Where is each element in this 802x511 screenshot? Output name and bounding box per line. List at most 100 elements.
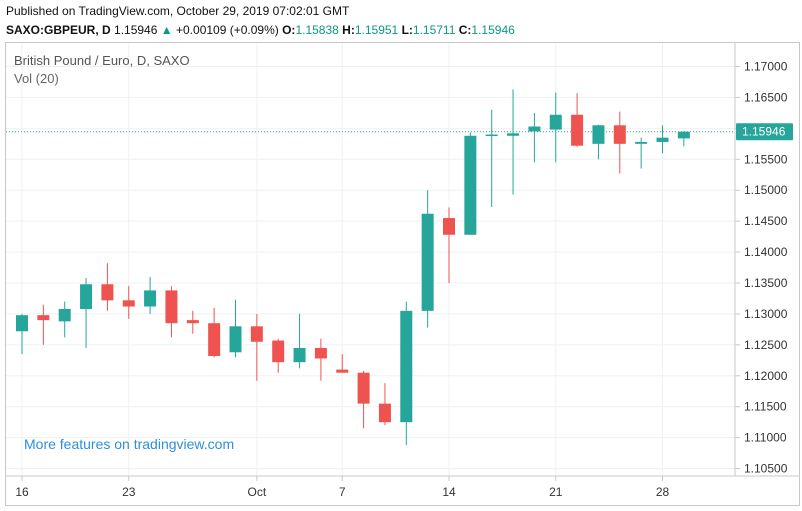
candle-body <box>613 125 626 144</box>
candle-down <box>186 310 199 334</box>
candle-body <box>485 134 498 137</box>
candle-up <box>507 89 520 195</box>
candle-body <box>549 114 562 130</box>
candle-up <box>485 109 498 207</box>
candle-body <box>507 133 520 136</box>
candle-down <box>208 307 221 358</box>
candle-down <box>314 338 327 381</box>
candle-up <box>677 131 690 147</box>
candle-down <box>272 338 285 373</box>
time-tick-label: Oct <box>248 485 267 499</box>
candle-down <box>378 383 391 426</box>
price-tick-label: 1.11500 <box>744 400 787 414</box>
close-label: C: <box>458 23 472 37</box>
candle-up <box>528 112 541 163</box>
time-tick-label: 23 <box>122 485 136 499</box>
up-arrow-icon: ▲ <box>160 23 173 37</box>
candle-up <box>229 299 242 358</box>
candle-body <box>80 284 93 309</box>
published-caption: Published on TradingView.com, October 29… <box>6 4 350 18</box>
time-axis[interactable]: 16 23 Oct 7 14 21 28 <box>15 476 669 499</box>
candle-up <box>549 92 562 163</box>
price-tick-label: 1.11000 <box>744 431 787 445</box>
high-value: 1.15951 <box>354 23 399 37</box>
candle-up <box>656 125 669 154</box>
time-tick-label: 7 <box>339 485 346 499</box>
chart-frame[interactable] <box>5 42 800 506</box>
candle-down <box>336 354 349 373</box>
close-value: 1.15946 <box>471 23 515 37</box>
open-label: O: <box>282 23 296 37</box>
candle-body <box>16 315 28 332</box>
candle-down <box>37 304 50 345</box>
candle-body <box>229 326 242 353</box>
time-tick-label: 28 <box>656 485 670 499</box>
last-price-marker-label: 1.15946 <box>742 125 786 139</box>
low-value: 1.15711 <box>412 23 456 37</box>
chart-legend-volume: Vol (20) <box>14 71 59 86</box>
candle-body <box>101 284 114 301</box>
price-tick-label: 1.12000 <box>744 369 788 383</box>
candle-body <box>656 137 669 142</box>
candles <box>16 89 690 446</box>
candle-up <box>293 313 306 369</box>
candle-body <box>378 403 391 423</box>
candle-body <box>314 347 327 359</box>
candle-down <box>101 263 114 311</box>
price-tick-label: 1.12500 <box>744 338 788 352</box>
time-tick-label: 21 <box>549 485 563 499</box>
candle-up <box>80 278 93 348</box>
candle-down <box>357 370 370 429</box>
candle-body <box>571 114 584 146</box>
candle-body <box>357 372 370 404</box>
candle-up <box>16 313 28 355</box>
candle-up <box>592 124 605 160</box>
ohlc-header: SAXO:GBPEUR, D 1.15946 ▲ +0.00109 (+0.09… <box>6 23 515 37</box>
chart-legend-title: British Pound / Euro, D, SAXO <box>14 53 190 68</box>
candle-up <box>144 276 157 314</box>
promo-link[interactable]: More features on tradingview.com <box>24 436 234 452</box>
candle-body <box>144 290 157 307</box>
candle-down <box>122 286 135 319</box>
candle-body <box>421 213 434 311</box>
price-tick-label: 1.13500 <box>744 276 788 290</box>
price-axis[interactable]: 1.170001.165001.160001.155001.150001.145… <box>735 60 788 476</box>
candle-up <box>400 301 413 446</box>
candle-down <box>571 93 584 147</box>
candle-body <box>635 141 648 144</box>
candle-body <box>250 326 263 342</box>
candle-down <box>443 207 455 284</box>
time-tick-label: 16 <box>15 485 29 499</box>
candle-body <box>58 308 71 322</box>
price-tick-label: 1.13000 <box>744 307 788 321</box>
candle-body <box>186 320 199 324</box>
candle-up <box>635 137 648 169</box>
high-label: H: <box>342 23 355 37</box>
price-tick-label: 1.10500 <box>744 462 788 476</box>
candle-body <box>37 315 50 321</box>
candle-body <box>464 135 477 235</box>
candle-body <box>272 340 285 363</box>
candle-body <box>165 290 178 324</box>
candle-body <box>293 347 306 363</box>
candle-down <box>613 111 626 174</box>
price-change: +0.00109 (+0.09%) <box>176 23 279 37</box>
price-tick-label: 1.15000 <box>744 183 788 197</box>
last-price: 1.15946 <box>114 23 158 37</box>
last-price-marker <box>736 123 793 141</box>
candle-down <box>250 313 263 381</box>
candle-body <box>208 323 221 356</box>
time-tick-label: 14 <box>442 485 456 499</box>
candle-body <box>528 126 541 132</box>
price-tick-label: 1.17000 <box>744 60 788 74</box>
symbol-label: SAXO:GBPEUR, D <box>6 23 111 37</box>
candle-body <box>122 300 135 307</box>
price-tick-label: 1.15500 <box>744 152 788 166</box>
candle-body <box>400 310 413 423</box>
open-value: 1.15838 <box>295 23 339 37</box>
candle-down <box>165 286 178 338</box>
candle-up <box>464 132 477 235</box>
low-label: L: <box>401 23 413 37</box>
price-tick-label: 1.14000 <box>744 245 788 259</box>
